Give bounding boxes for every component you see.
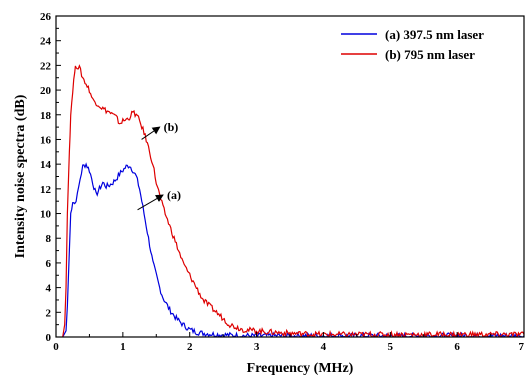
legend-label: (a) 397.5 nm laser xyxy=(385,27,484,42)
y-axis-title: Intensity noise spectra (dB) xyxy=(13,94,28,258)
y-tick-label: 26 xyxy=(40,11,52,23)
series-line xyxy=(62,64,524,337)
y-tick-label: 14 xyxy=(40,159,52,171)
legend: (a) 397.5 nm laser (b) 795 nm laser xyxy=(341,27,484,62)
x-tick-label: 7 xyxy=(519,341,525,353)
x-axis-title: Frequency (MHz) xyxy=(247,361,354,375)
y-tick-label: 24 xyxy=(40,36,52,48)
annotation-label: (b) xyxy=(164,120,179,134)
y-tick-label: 6 xyxy=(46,258,52,270)
axes: 0 1 2 3 4 5 6 702468101214161820222426Frequency… xyxy=(13,11,525,375)
legend-label: (b) 795 nm laser xyxy=(385,47,475,62)
y-tick-label: 20 xyxy=(40,85,52,97)
x-tick-label: 1 xyxy=(120,341,126,353)
y-tick-label: 10 xyxy=(40,209,52,221)
annotations: (b) (a) xyxy=(137,120,181,211)
x-tick-label: 5 xyxy=(388,341,394,353)
y-tick-label: 4 xyxy=(46,283,52,295)
x-tick-label: 2 xyxy=(187,341,193,353)
plot-content xyxy=(62,64,524,337)
annotation-label: (a) xyxy=(167,188,181,202)
x-tick-label: 6 xyxy=(454,341,460,353)
series-line xyxy=(62,162,524,337)
y-tick-label: 2 xyxy=(46,307,52,319)
x-tick-label: 0 xyxy=(53,341,59,353)
y-tick-label: 22 xyxy=(40,60,52,72)
annotation-arrow xyxy=(137,194,164,211)
y-tick-label: 18 xyxy=(40,110,52,122)
plot-frame xyxy=(55,15,525,338)
x-tick-label: 4 xyxy=(321,341,327,353)
y-tick-label: 12 xyxy=(40,184,52,196)
x-tick-label: 3 xyxy=(254,341,260,353)
annotation-arrow xyxy=(141,126,161,140)
y-tick-label: 8 xyxy=(46,233,52,245)
y-tick-label: 16 xyxy=(40,134,52,146)
y-tick-label: 0 xyxy=(46,332,52,344)
